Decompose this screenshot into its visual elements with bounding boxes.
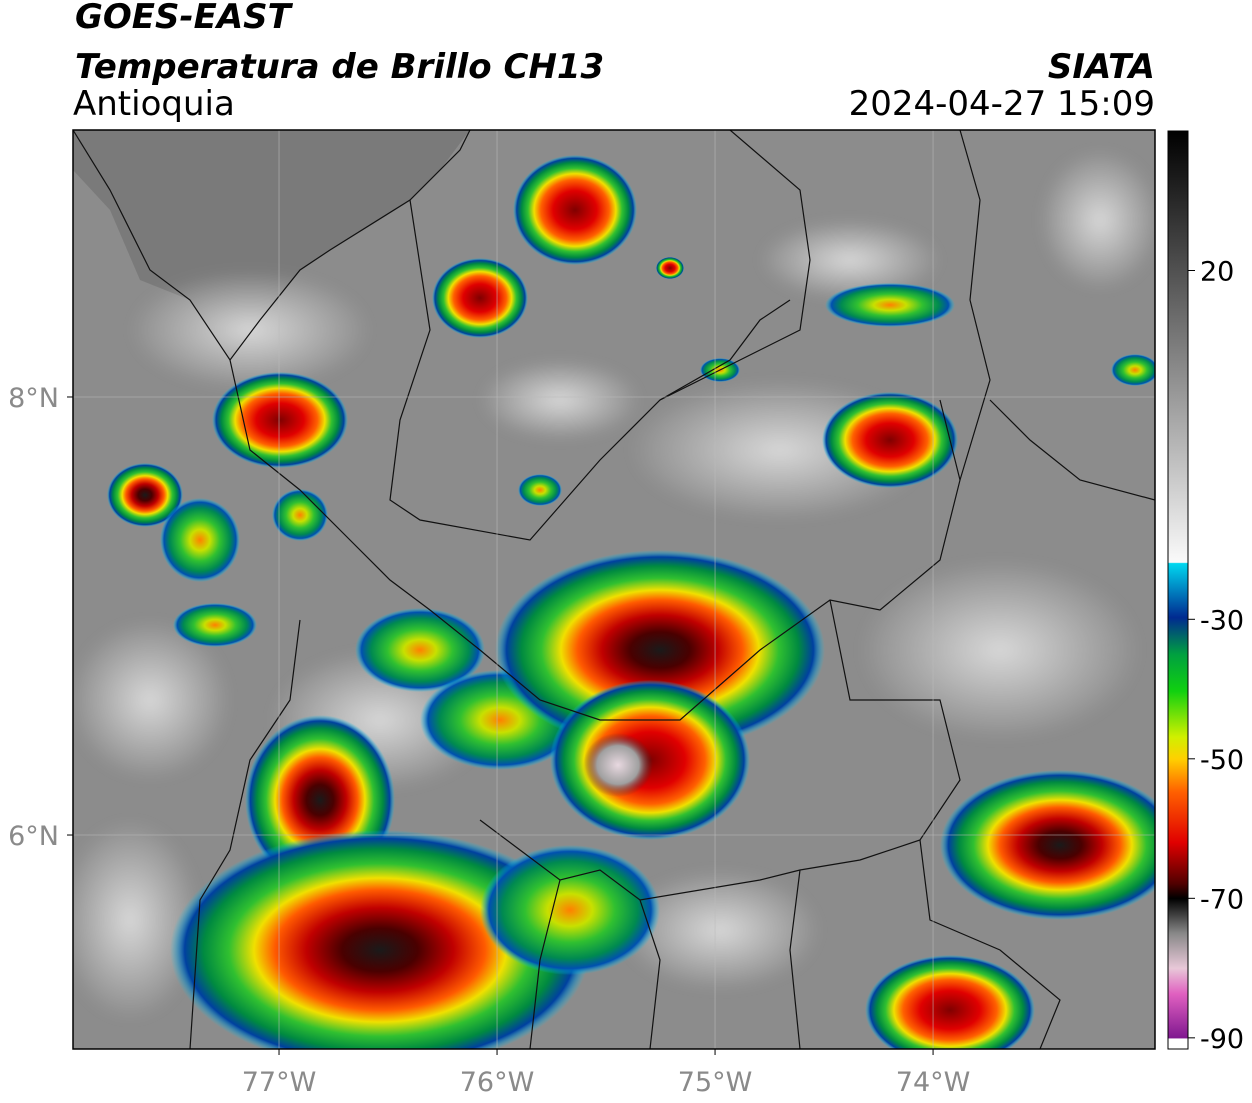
colorbar-tick-label: -50 — [1200, 745, 1244, 776]
colorbar-tick-label: -70 — [1200, 884, 1244, 915]
datetime: 2024-04-27 15:09 — [849, 84, 1155, 124]
lat-tick-label: 6°N — [8, 821, 59, 852]
colorbar-tick-label: -30 — [1200, 605, 1244, 636]
lat-tick-label: 8°N — [8, 383, 59, 414]
borders — [73, 130, 1155, 1049]
colorbar-tick-label: 20 — [1200, 257, 1234, 288]
lon-tick-label: 77°W — [242, 1067, 317, 1098]
map-image — [73, 130, 1155, 1049]
storm-cells — [107, 155, 1155, 1049]
sea — [73, 130, 470, 360]
region: Antioquia — [73, 84, 235, 124]
lon-tick-label: 75°W — [678, 1067, 753, 1098]
source: SIATA — [1048, 47, 1155, 87]
colorbar-tick-label: -90 — [1200, 1024, 1244, 1055]
lon-tick-label: 76°W — [460, 1067, 535, 1098]
subtitle: Temperatura de Brillo CH13 — [75, 47, 604, 87]
grid — [73, 130, 1155, 1049]
map-frame — [72, 129, 1156, 1050]
title: GOES-EAST — [75, 0, 294, 37]
lon-tick-label: 74°W — [896, 1067, 971, 1098]
colorbar — [1167, 130, 1189, 1050]
clouds — [73, 150, 1155, 1020]
